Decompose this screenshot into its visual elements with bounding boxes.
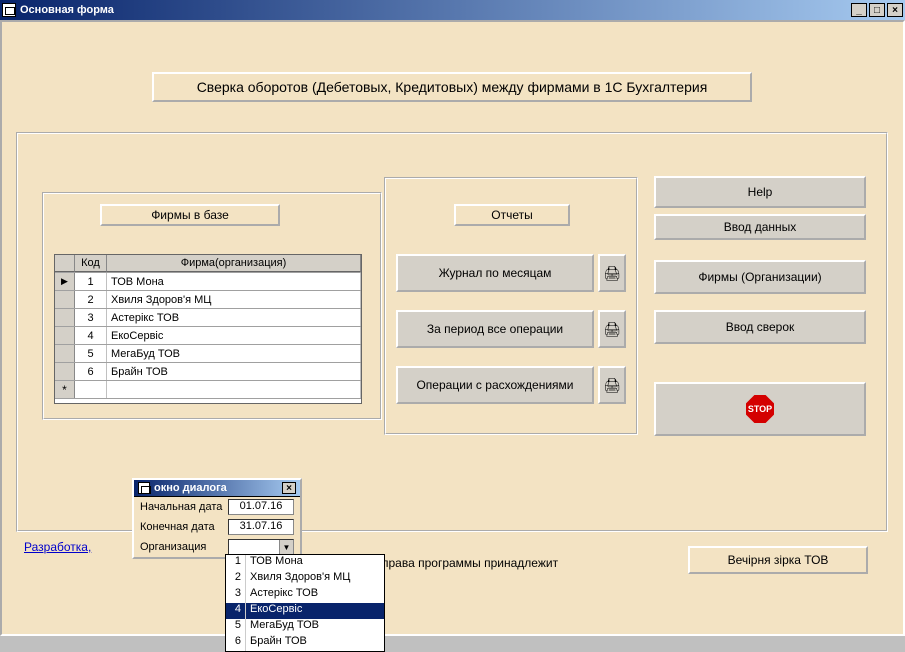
firms-label: Фирмы в базе — [100, 204, 280, 226]
dropdown-item-text: МегаБуд ТОВ — [246, 619, 384, 635]
row-selector — [55, 291, 75, 308]
printer-icon: 🖨 — [603, 377, 621, 394]
cell-firm: ЕкоСервіс — [107, 327, 361, 344]
dialog-title-bar[interactable]: окно диалога × — [134, 480, 300, 497]
cell-code: 2 — [75, 291, 107, 308]
dropdown-item-num: 6 — [226, 635, 246, 651]
dropdown-item-text: ЕкоСервіс — [246, 603, 384, 619]
table-row[interactable]: 4 ЕкоСервіс — [55, 327, 361, 345]
row-selector — [55, 345, 75, 362]
dropdown-item-num: 3 — [226, 587, 246, 603]
row-selector — [55, 363, 75, 380]
dropdown-item[interactable]: 5 МегаБуд ТОВ — [226, 619, 384, 635]
combo-dropdown-button[interactable]: ▼ — [279, 540, 293, 554]
dropdown-item-selected[interactable]: 4 ЕкоСервіс — [226, 603, 384, 619]
dropdown-item-num: 5 — [226, 619, 246, 635]
developer-link[interactable]: Разработка, — [24, 540, 91, 554]
dropdown-item[interactable]: 3 Астерікс ТОВ — [226, 587, 384, 603]
grid-header-rowselector — [55, 255, 75, 272]
end-date-field[interactable]: 31.07.16 — [228, 519, 294, 535]
start-date-field[interactable]: 01.07.16 — [228, 499, 294, 515]
grid-header-firm: Фирма(организация) — [107, 255, 361, 272]
cell-firm: ТОВ Мона — [107, 273, 361, 290]
dropdown-item-text: Астерікс ТОВ — [246, 587, 384, 603]
cell-firm: Астерікс ТОВ — [107, 309, 361, 326]
cell-code: 1 — [75, 273, 107, 290]
dropdown-item[interactable]: 2 Хвиля Здоров'я МЦ — [226, 571, 384, 587]
table-row[interactable]: 6 Брайн ТОВ — [55, 363, 361, 381]
new-row[interactable] — [55, 381, 361, 399]
cell-firm: МегаБуд ТОВ — [107, 345, 361, 362]
cell-code — [75, 381, 107, 398]
help-button[interactable]: Help — [654, 176, 866, 208]
cell-firm — [107, 381, 361, 398]
title-bar: Основная форма _ □ × — [0, 0, 905, 20]
form-icon — [2, 3, 16, 17]
dropdown-item-num: 2 — [226, 571, 246, 587]
minimize-button[interactable]: _ — [851, 3, 867, 17]
dropdown-item-num: 4 — [226, 603, 246, 619]
maximize-button[interactable]: □ — [869, 3, 885, 17]
cell-code: 5 — [75, 345, 107, 362]
window-title: Основная форма — [20, 4, 851, 16]
dialog-title: окно диалога — [154, 482, 227, 494]
owner-value: Вечірня зірка ТОВ — [688, 546, 868, 574]
table-row[interactable]: 3 Астерікс ТОВ — [55, 309, 361, 327]
page-heading: Сверка оборотов (Дебетовых, Кредитовых) … — [152, 72, 752, 102]
organization-dropdown[interactable]: 1 ТОВ Мона 2 Хвиля Здоров'я МЦ 3 Астерік… — [225, 554, 385, 652]
cell-code: 3 — [75, 309, 107, 326]
form-icon — [138, 482, 150, 494]
table-row[interactable]: 2 Хвиля Здоров'я МЦ — [55, 291, 361, 309]
grid-header: Код Фирма(организация) — [55, 255, 361, 273]
table-row[interactable]: 1 ТОВ Мона — [55, 273, 361, 291]
dialog-window: окно диалога × Начальная дата 01.07.16 К… — [132, 478, 302, 559]
dropdown-item-text: Хвиля Здоров'я МЦ — [246, 571, 384, 587]
firms-button[interactable]: Фирмы (Организации) — [654, 260, 866, 294]
stop-button[interactable]: STOP — [654, 382, 866, 436]
current-row-icon — [55, 273, 75, 290]
period-all-button[interactable]: За период все операции — [396, 310, 594, 348]
printer-icon: 🖨 — [603, 265, 621, 282]
cell-firm: Брайн ТОВ — [107, 363, 361, 380]
dropdown-item-text: ТОВ Мона — [246, 555, 384, 571]
organization-label: Организация — [140, 541, 228, 553]
dropdown-item[interactable]: 1 ТОВ Мона — [226, 555, 384, 571]
owner-label: права программы принадлежит — [382, 556, 558, 570]
cell-firm: Хвиля Здоров'я МЦ — [107, 291, 361, 308]
end-date-label: Конечная дата — [140, 521, 228, 533]
dropdown-item[interactable]: 6 Брайн ТОВ — [226, 635, 384, 651]
new-row-icon — [55, 381, 75, 398]
dropdown-item-text: Брайн ТОВ — [246, 635, 384, 651]
table-row[interactable]: 5 МегаБуд ТОВ — [55, 345, 361, 363]
stop-icon: STOP — [746, 395, 774, 423]
dialog-close-button[interactable]: × — [282, 482, 296, 494]
grid-header-code: Код — [75, 255, 107, 272]
print-period-button[interactable]: 🖨 — [598, 310, 626, 348]
firms-grid[interactable]: Код Фирма(организация) 1 ТОВ Мона 2 Хвил… — [54, 254, 362, 404]
close-button[interactable]: × — [887, 3, 903, 17]
client-area: Сверка оборотов (Дебетовых, Кредитовых) … — [0, 20, 905, 636]
row-selector — [55, 309, 75, 326]
discrepancies-button[interactable]: Операции с расхождениями — [396, 366, 594, 404]
cell-code: 4 — [75, 327, 107, 344]
print-journal-button[interactable]: 🖨 — [598, 254, 626, 292]
cell-code: 6 — [75, 363, 107, 380]
dropdown-item-num: 1 — [226, 555, 246, 571]
journal-button[interactable]: Журнал по месяцам — [396, 254, 594, 292]
reports-label: Отчеты — [454, 204, 570, 226]
sverok-button[interactable]: Ввод сверок — [654, 310, 866, 344]
print-discrepancies-button[interactable]: 🖨 — [598, 366, 626, 404]
printer-icon: 🖨 — [603, 321, 621, 338]
organization-combo[interactable]: ▼ — [228, 539, 294, 555]
row-selector — [55, 327, 75, 344]
start-date-label: Начальная дата — [140, 501, 228, 513]
data-entry-button[interactable]: Ввод данных — [654, 214, 866, 240]
